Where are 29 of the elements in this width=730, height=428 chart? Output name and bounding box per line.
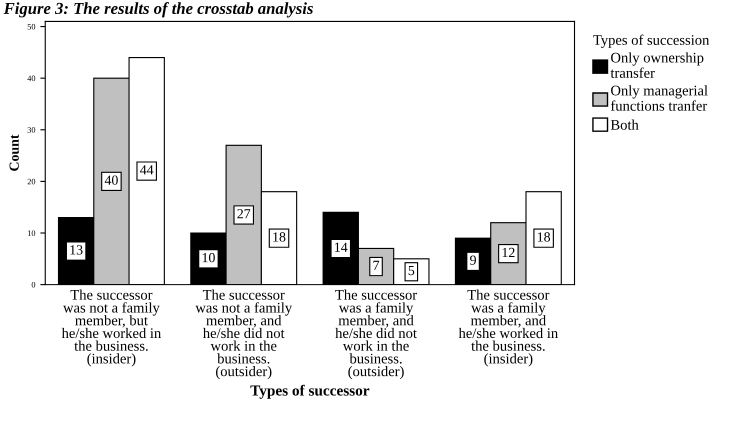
legend-label: Only ownership transfer <box>610 52 704 78</box>
x-tick-label: The successor was not a family member, but he/she worked in the business. (insider) <box>62 289 162 366</box>
y-tick-label: 30 <box>28 127 36 133</box>
data-label: 18 <box>273 232 286 242</box>
y-tick-label: 50 <box>28 24 36 30</box>
y-tick-label: 10 <box>28 230 36 236</box>
data-label: 13 <box>70 245 83 255</box>
data-label: 14 <box>335 242 348 252</box>
data-label: 9 <box>470 256 476 265</box>
data-label: 7 <box>373 260 380 270</box>
x-axis-title: Types of successor <box>250 384 370 399</box>
data-label: 10 <box>202 252 215 262</box>
legend-title: Types of succession <box>593 34 710 48</box>
data-label: 18 <box>538 232 550 242</box>
chart-title: Figure 3: The results of the crosstab analysis <box>4 2 313 18</box>
data-label: 40 <box>104 176 118 185</box>
x-tick-label: The successor was a family member, and he/she did not work in the business. (outsider) <box>335 289 418 380</box>
x-tick-label: The successor was a family member, and he/she worked in the business. (insider) <box>458 289 558 366</box>
legend-label: Both <box>610 119 639 130</box>
x-tick-label: The successor was not a family member, and he/she did not work in the business. (outsider) <box>195 289 292 380</box>
data-label: 44 <box>140 165 154 174</box>
y-tick-label: 20 <box>28 178 36 184</box>
data-label: 27 <box>237 209 250 218</box>
y-axis-title: Count <box>9 134 19 171</box>
data-label: 12 <box>502 248 515 257</box>
data-label: 5 <box>408 266 414 276</box>
y-tick-label: 40 <box>27 76 36 82</box>
y-tick-label: 0 <box>32 282 36 288</box>
legend-label: Only managerial functions tranfer <box>610 85 708 111</box>
